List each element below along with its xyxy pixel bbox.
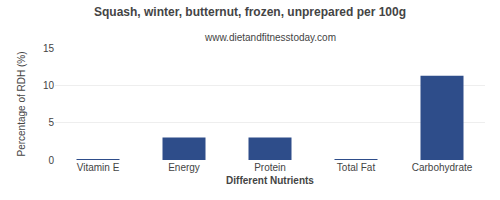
svg-text:10: 10 <box>43 80 55 91</box>
svg-text:15: 15 <box>43 43 55 54</box>
svg-text:0: 0 <box>48 155 54 166</box>
svg-text:www.dietandfitnesstoday.com: www.dietandfitnesstoday.com <box>204 32 336 43</box>
svg-text:Total Fat: Total Fat <box>337 162 376 173</box>
svg-text:Percentage of RDH (%): Percentage of RDH (%) <box>16 51 27 156</box>
svg-text:Different Nutrients: Different Nutrients <box>226 175 314 186</box>
svg-text:Squash, winter, butternut, fro: Squash, winter, butternut, frozen, unpre… <box>94 5 406 19</box>
svg-text:Protein: Protein <box>254 162 286 173</box>
svg-text:Energy: Energy <box>168 162 200 173</box>
svg-text:Vitamin E: Vitamin E <box>77 162 120 173</box>
svg-text:Carbohydrate: Carbohydrate <box>412 162 473 173</box>
svg-text:5: 5 <box>48 117 54 128</box>
